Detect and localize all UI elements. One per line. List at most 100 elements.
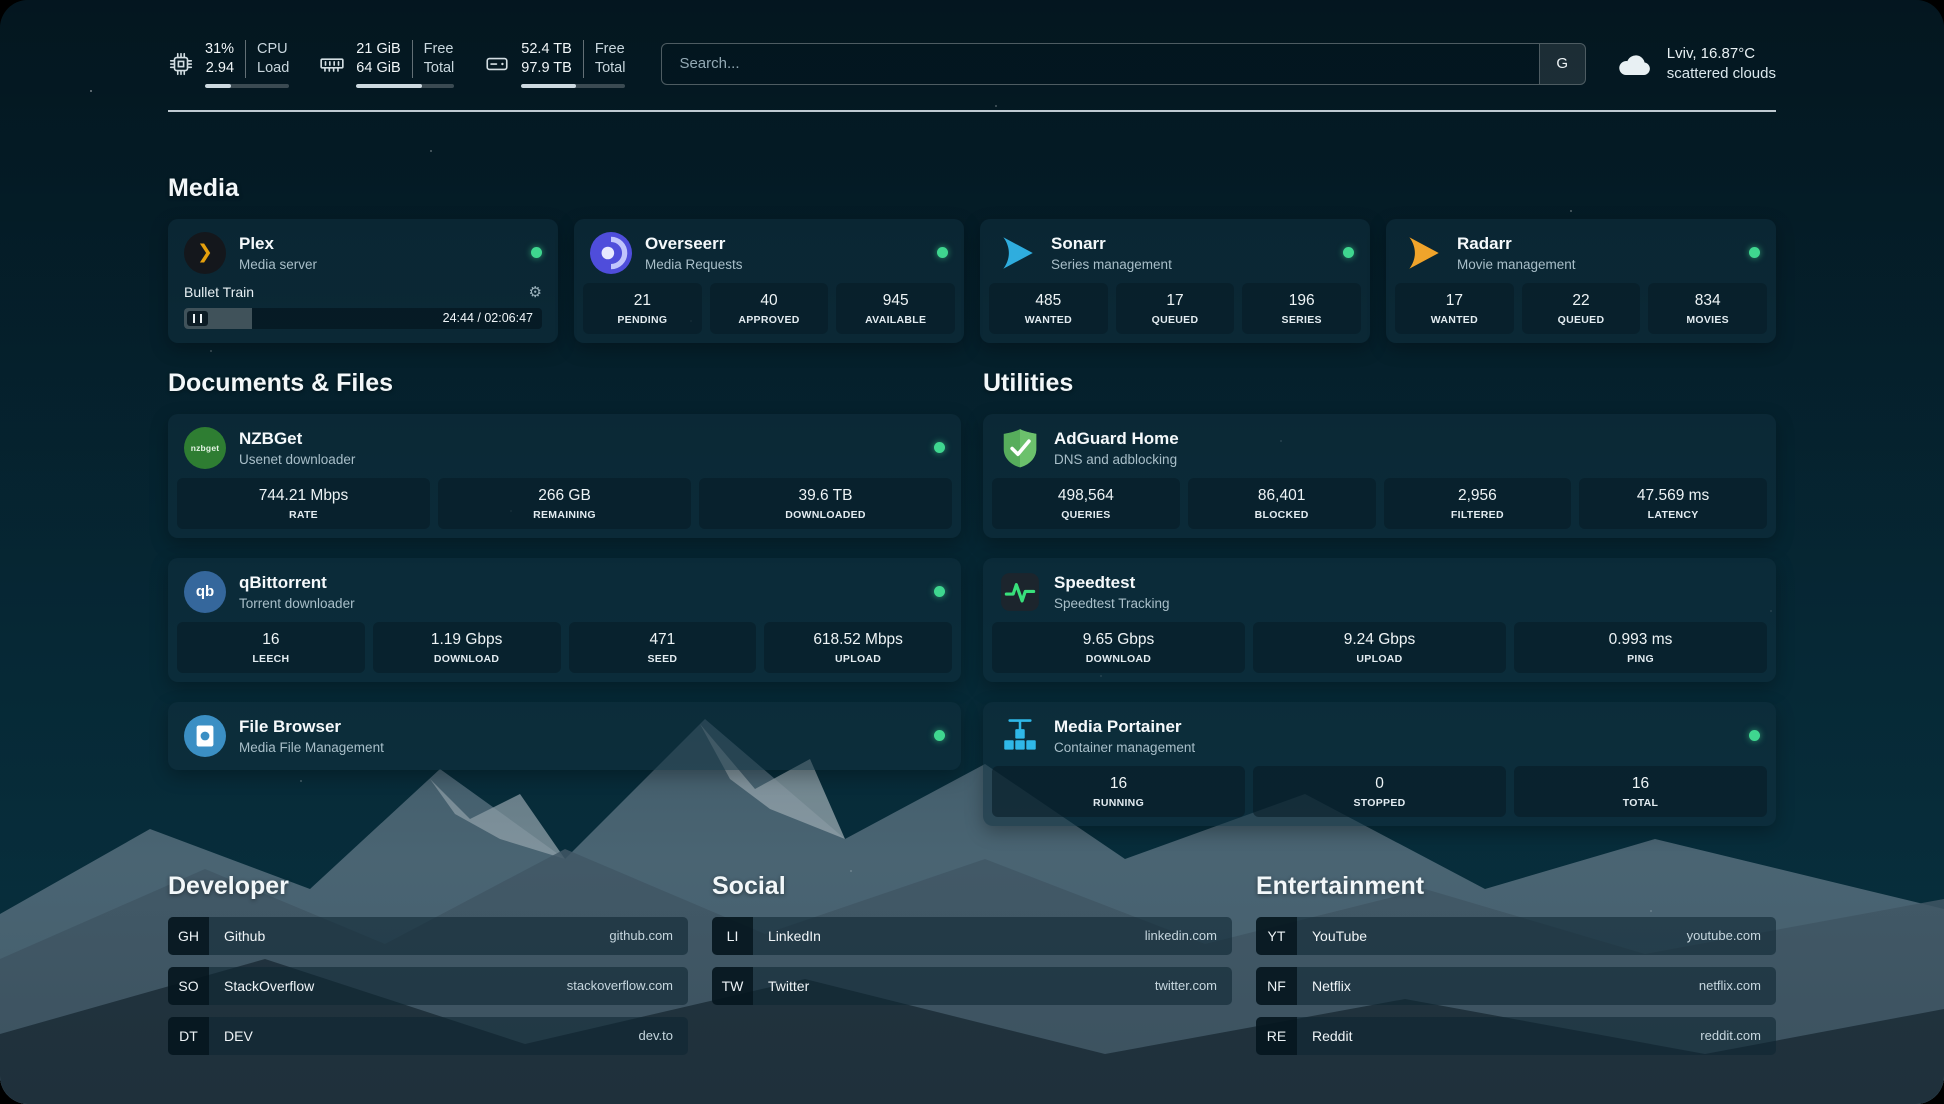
stat-upload: 618.52 Mbps UPLOAD <box>764 621 952 673</box>
bookmark-twitter[interactable]: TW Twitter twitter.com <box>712 966 1232 1005</box>
bookmark-github[interactable]: GH Github github.com <box>168 916 688 955</box>
stat-wanted: 17 WANTED <box>1395 282 1514 334</box>
section-documents: Documents & Files nzbget NZBGet Usenet d… <box>168 369 961 826</box>
disk-free-label: Free <box>594 41 625 57</box>
bookmark-abbr: LI <box>712 916 753 955</box>
stat-queued: 17 QUEUED <box>1115 282 1235 334</box>
disk-readout: 52.4 TB 97.9 TB Free Total <box>521 40 626 88</box>
memory-progress-bar <box>356 83 455 88</box>
stat-queries: 498,564 QUERIES <box>992 477 1180 529</box>
bookmark-abbr: DT <box>168 1016 209 1055</box>
service-card-plex[interactable]: ❯ Plex Media server Bullet Train ⚙ <box>168 218 558 343</box>
service-subtitle: Media File Management <box>239 739 384 755</box>
status-dot <box>1749 730 1760 742</box>
playback-time: 24:44 / 02:06:47 <box>442 311 533 326</box>
pause-button[interactable] <box>187 310 208 326</box>
plex-now-playing: Bullet Train ⚙ 24:44 / 02:06:47 <box>177 283 549 331</box>
bookmark-url: reddit.com <box>1700 1028 1761 1044</box>
bookmark-url: youtube.com <box>1686 928 1761 944</box>
disk-icon <box>484 51 510 77</box>
service-subtitle: Torrent downloader <box>239 595 355 611</box>
section-title-documents: Documents & Files <box>168 368 394 397</box>
section-title-media: Media <box>168 173 239 202</box>
memory-free-value: 21 GiB <box>356 41 401 57</box>
bookmark-stackoverflow[interactable]: SO StackOverflow stackoverflow.com <box>168 966 688 1005</box>
search-provider-button[interactable]: G <box>1538 43 1585 84</box>
speedtest-icon <box>999 571 1041 613</box>
stat-filtered: 2,956 FILTERED <box>1383 477 1572 529</box>
stat-stopped: 0 STOPPED <box>1253 765 1506 817</box>
bookmark-name: Github <box>224 927 266 944</box>
disk-total-label: Total <box>594 59 626 76</box>
service-subtitle: Series management <box>1051 256 1172 272</box>
status-dot <box>937 247 948 259</box>
filebrowser-icon <box>184 714 226 757</box>
disk-total-value: 97.9 TB <box>521 59 572 76</box>
plex-icon: ❯ <box>184 231 226 274</box>
weather-location: Lviv, 16.87°C <box>1666 44 1756 62</box>
service-card-qbittorrent[interactable]: qb qBittorrent Torrent downloader 16 LEEC… <box>168 557 961 682</box>
memory-widget: 21 GiB 64 GiB Free Total <box>319 40 455 88</box>
status-dot <box>934 730 945 742</box>
service-card-sonarr[interactable]: Sonarr Series management 485 WANTED 17 QUE… <box>980 218 1370 343</box>
service-title: AdGuard Home <box>1054 428 1179 448</box>
bookmark-abbr: GH <box>168 916 209 955</box>
search-input[interactable] <box>662 43 1539 84</box>
section-entertainment: Entertainment YT YouTube youtube.com NF … <box>1256 872 1776 1055</box>
stat-download: 9.65 Gbps DOWNLOAD <box>992 621 1245 673</box>
stat-wanted: 485 WANTED <box>989 282 1108 334</box>
bookmark-name: Netflix <box>1312 977 1351 994</box>
stat-latency: 47.569 ms LATENCY <box>1579 477 1767 529</box>
now-playing-title: Bullet Train <box>184 283 255 300</box>
cpu-widget: 31% 2.94 CPU Load <box>168 40 290 88</box>
service-card-overseerr[interactable]: Overseerr Media Requests 21 PENDING 40 APP… <box>574 218 964 343</box>
bookmark-abbr: TW <box>712 966 753 1005</box>
bookmark-youtube[interactable]: YT YouTube youtube.com <box>1256 916 1776 955</box>
bookmark-dev[interactable]: DT DEV dev.to <box>168 1016 688 1055</box>
stat-movies: 834 MOVIES <box>1648 282 1768 334</box>
service-card-nzbget[interactable]: nzbget NZBGet Usenet downloader 744.21 M… <box>168 413 961 538</box>
service-card-portainer[interactable]: Media Portainer Container management 16 R… <box>983 701 1776 826</box>
status-dot <box>934 442 945 454</box>
section-utilities: Utilities AdGuard Home DNS and adblockin… <box>983 369 1776 826</box>
bookmark-reddit[interactable]: RE Reddit reddit.com <box>1256 1016 1776 1055</box>
bookmark-linkedin[interactable]: LI LinkedIn linkedin.com <box>712 916 1232 955</box>
stat-series: 196 SERIES <box>1242 282 1362 334</box>
service-title: Overseerr <box>645 233 726 253</box>
service-card-speedtest[interactable]: Speedtest Speedtest Tracking 9.65 Gbps DO… <box>983 557 1776 682</box>
service-subtitle: Usenet downloader <box>239 451 356 467</box>
service-title: NZBGet <box>239 428 303 448</box>
section-media: Media ❯ Plex Media server Bullet Train <box>168 174 1776 343</box>
playback-progress-bar[interactable]: 24:44 / 02:06:47 <box>184 307 542 329</box>
gear-icon[interactable]: ⚙ <box>528 283 542 301</box>
status-dot <box>1749 247 1760 259</box>
stat-available: 945 AVAILABLE <box>836 282 956 334</box>
sonarr-icon <box>996 232 1038 274</box>
snow-particles <box>90 90 92 92</box>
service-subtitle: Speedtest Tracking <box>1054 595 1170 611</box>
memory-total-label: Total <box>423 59 455 76</box>
section-title-utilities: Utilities <box>983 368 1074 397</box>
service-card-adguard[interactable]: AdGuard Home DNS and adblocking 498,564 Q… <box>983 413 1776 538</box>
cpu-load-label: Load <box>257 59 290 76</box>
bookmark-name: Reddit <box>1312 1027 1353 1044</box>
service-card-filebrowser[interactable]: File Browser Media File Management <box>168 701 961 770</box>
bookmark-url: github.com <box>609 928 673 944</box>
service-card-radarr[interactable]: Radarr Movie management 17 WANTED 22 QUEUE… <box>1386 218 1776 343</box>
service-subtitle: Media server <box>239 256 318 272</box>
bookmark-name: LinkedIn <box>768 927 821 944</box>
section-title-entertainment: Entertainment <box>1256 871 1425 900</box>
bookmark-url: stackoverflow.com <box>566 978 673 994</box>
bookmark-url: twitter.com <box>1154 978 1217 994</box>
stat-leech: 16 LEECH <box>177 621 365 673</box>
bookmark-name: Twitter <box>768 977 810 994</box>
stat-rate: 744.21 Mbps RATE <box>177 477 430 529</box>
bookmark-name: YouTube <box>1312 927 1368 944</box>
service-subtitle: Media Requests <box>645 256 743 272</box>
weather-condition: scattered clouds <box>1666 64 1776 82</box>
bookmark-netflix[interactable]: NF Netflix netflix.com <box>1256 966 1776 1005</box>
service-title: qBittorrent <box>239 572 327 592</box>
bookmark-url: linkedin.com <box>1144 928 1217 944</box>
stat-ping: 0.993 ms PING <box>1514 621 1767 673</box>
